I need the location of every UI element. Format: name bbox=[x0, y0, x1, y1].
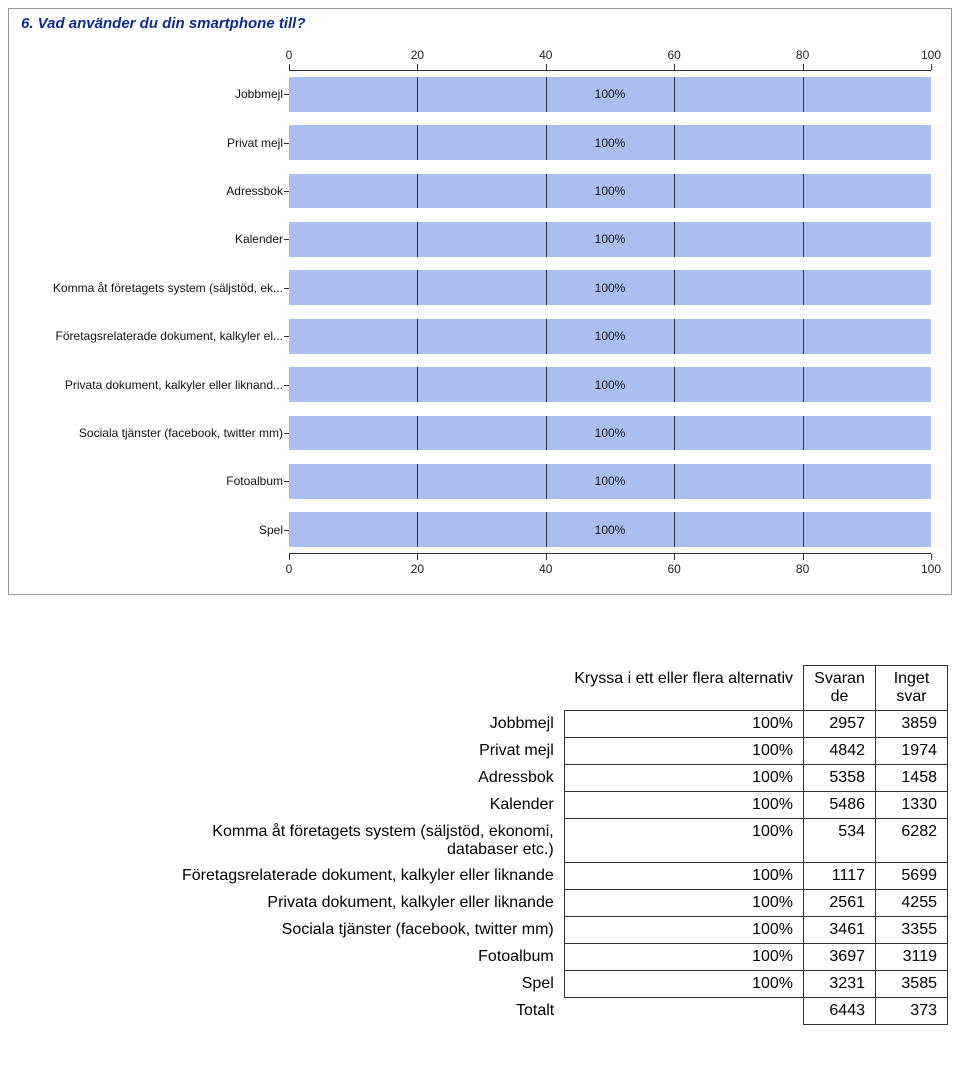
row-svarande: 3461 bbox=[804, 917, 876, 944]
table-row: Företagsrelaterade dokument, kalkyler el… bbox=[144, 863, 947, 890]
row-svarande: 3697 bbox=[804, 944, 876, 971]
row-svarande: 5358 bbox=[804, 765, 876, 792]
x-tick-label: 80 bbox=[796, 48, 809, 62]
x-tick-label: 40 bbox=[539, 562, 552, 576]
row-inget-svar: 5699 bbox=[876, 863, 948, 890]
row-inget-svar: 3585 bbox=[876, 971, 948, 998]
x-tick-label: 0 bbox=[286, 562, 293, 576]
chart-plot: 0 0 20 20 40 40 60 60 80 80 100 100 100% 100% 100% 100%… bbox=[289, 42, 939, 582]
row-inget-svar: 1458 bbox=[876, 765, 948, 792]
x-tick-label: 0 bbox=[286, 48, 293, 62]
category-label: Privat mejl bbox=[227, 136, 283, 150]
row-inget-svar: 6282 bbox=[876, 819, 948, 863]
bar-value-label: 100% bbox=[595, 136, 626, 150]
row-inget-svar: 3355 bbox=[876, 917, 948, 944]
col-inget-svar: Inget svar bbox=[876, 666, 948, 711]
category-label: Privata dokument, kalkyler eller liknand… bbox=[65, 378, 283, 392]
row-svarande: 2957 bbox=[804, 711, 876, 738]
category-label: Komma åt företagets system (säljstöd, ek… bbox=[53, 281, 283, 295]
x-tick-label: 20 bbox=[411, 562, 424, 576]
x-tick-label: 100 bbox=[921, 562, 941, 576]
chart-title: 6. Vad använder du din smartphone till? bbox=[21, 15, 939, 32]
category-label: Adressbok bbox=[226, 184, 283, 198]
x-tick-label: 80 bbox=[796, 562, 809, 576]
row-label: Kalender bbox=[144, 792, 564, 819]
bar-value-label: 100% bbox=[595, 329, 626, 343]
table-row: Komma åt företagets system (säljstöd, ek… bbox=[144, 819, 947, 863]
table-row: Privat mejl100%48421974 bbox=[144, 738, 947, 765]
total-svarande: 6443 bbox=[804, 998, 876, 1025]
table-row: Spel100%32313585 bbox=[144, 971, 947, 998]
row-inget-svar: 1330 bbox=[876, 792, 948, 819]
row-pct: 100% bbox=[564, 863, 803, 890]
row-pct: 100% bbox=[564, 792, 803, 819]
row-pct: 100% bbox=[564, 890, 803, 917]
x-tick-label: 60 bbox=[668, 562, 681, 576]
bar-value-label: 100% bbox=[595, 474, 626, 488]
row-label: Privata dokument, kalkyler eller liknand… bbox=[144, 890, 564, 917]
table-caption: Kryssa i ett eller flera alternativ bbox=[564, 666, 803, 711]
bar-value-label: 100% bbox=[595, 426, 626, 440]
table-row: Adressbok100%53581458 bbox=[144, 765, 947, 792]
row-svarande: 4842 bbox=[804, 738, 876, 765]
row-pct: 100% bbox=[564, 711, 803, 738]
data-table-wrap: Kryssa i ett eller flera alternativ Svar… bbox=[12, 665, 948, 1025]
row-label: Företagsrelaterade dokument, kalkyler el… bbox=[144, 863, 564, 890]
table-row: Privata dokument, kalkyler eller liknand… bbox=[144, 890, 947, 917]
row-svarande: 534 bbox=[804, 819, 876, 863]
bar-value-label: 100% bbox=[595, 523, 626, 537]
total-label: Totalt bbox=[144, 998, 564, 1025]
chart: Jobbmejl Privat mejl Adressbok Kalender Komm… bbox=[21, 42, 939, 582]
row-pct: 100% bbox=[564, 765, 803, 792]
row-label: Adressbok bbox=[144, 765, 564, 792]
category-label: Fotoalbum bbox=[226, 474, 283, 488]
row-svarande: 3231 bbox=[804, 971, 876, 998]
row-label: Spel bbox=[144, 971, 564, 998]
bar-value-label: 100% bbox=[595, 184, 626, 198]
row-pct: 100% bbox=[564, 944, 803, 971]
table-row: Fotoalbum100%36973119 bbox=[144, 944, 947, 971]
table-row: Kalender100%54861330 bbox=[144, 792, 947, 819]
chart-y-labels: Jobbmejl Privat mejl Adressbok Kalender Komm… bbox=[21, 42, 289, 582]
row-label: Sociala tjänster (facebook, twitter mm) bbox=[144, 917, 564, 944]
row-svarande: 1117 bbox=[804, 863, 876, 890]
category-label: Spel bbox=[259, 523, 283, 537]
row-inget-svar: 3859 bbox=[876, 711, 948, 738]
table-row: Sociala tjänster (facebook, twitter mm)1… bbox=[144, 917, 947, 944]
row-pct: 100% bbox=[564, 819, 803, 863]
chart-panel: 6. Vad använder du din smartphone till? … bbox=[8, 8, 952, 595]
col-svarande: Svaran de bbox=[804, 666, 876, 711]
category-label: Företagsrelaterade dokument, kalkyler el… bbox=[56, 329, 283, 343]
row-label: Jobbmejl bbox=[144, 711, 564, 738]
bar-value-label: 100% bbox=[595, 378, 626, 392]
bar-value-label: 100% bbox=[595, 232, 626, 246]
row-label: Privat mejl bbox=[144, 738, 564, 765]
x-tick-label: 20 bbox=[411, 48, 424, 62]
row-label: Fotoalbum bbox=[144, 944, 564, 971]
row-inget-svar: 4255 bbox=[876, 890, 948, 917]
row-inget-svar: 1974 bbox=[876, 738, 948, 765]
table-row: Jobbmejl100%29573859 bbox=[144, 711, 947, 738]
row-pct: 100% bbox=[564, 738, 803, 765]
category-label: Sociala tjänster (facebook, twitter mm) bbox=[79, 426, 283, 440]
row-pct: 100% bbox=[564, 971, 803, 998]
row-pct: 100% bbox=[564, 917, 803, 944]
x-tick-label: 100 bbox=[921, 48, 941, 62]
x-tick-label: 40 bbox=[539, 48, 552, 62]
row-svarande: 2561 bbox=[804, 890, 876, 917]
total-inget-svar: 373 bbox=[876, 998, 948, 1025]
x-tick-label: 60 bbox=[668, 48, 681, 62]
data-table: Kryssa i ett eller flera alternativ Svar… bbox=[144, 665, 948, 1025]
category-label: Kalender bbox=[235, 232, 283, 246]
bar-value-label: 100% bbox=[595, 281, 626, 295]
bar-value-label: 100% bbox=[595, 87, 626, 101]
row-label: Komma åt företagets system (säljstöd, ek… bbox=[144, 819, 564, 863]
row-svarande: 5486 bbox=[804, 792, 876, 819]
category-label: Jobbmejl bbox=[235, 87, 283, 101]
row-inget-svar: 3119 bbox=[876, 944, 948, 971]
